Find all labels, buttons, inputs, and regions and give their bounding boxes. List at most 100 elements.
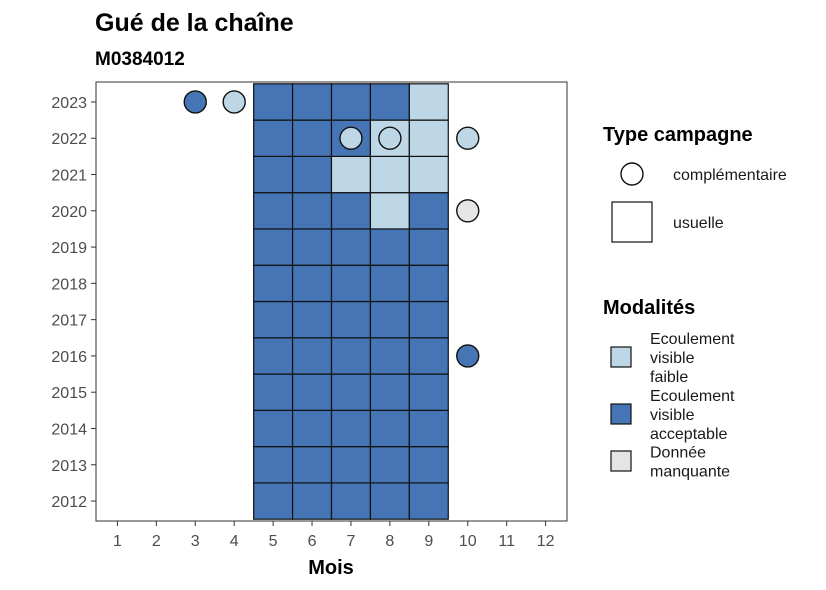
legend-fill-key [610, 346, 632, 368]
legend-fill-label: Donnée manquante [650, 445, 730, 481]
x-tick-label: 2 [152, 533, 161, 550]
x-tick-label: 1 [113, 533, 122, 550]
tile-2023-8 [369, 83, 410, 121]
legend-square-key [611, 201, 653, 243]
tile-2016-5 [253, 337, 294, 375]
tile-2013-8 [369, 446, 410, 484]
tile-2021-7 [330, 155, 372, 194]
tile-2017-7 [330, 300, 372, 339]
x-tick-label: 10 [459, 533, 477, 550]
tile-2016-6 [291, 337, 333, 375]
tile-2014-5 [253, 409, 294, 448]
legend-fill-label: Ecoulement visible faible [650, 331, 735, 386]
x-axis: 1 2 3 4 5 6 7 8 9 10 11 12 [113, 521, 555, 550]
tile-2016-9 [408, 337, 449, 375]
tile-2017-8 [369, 300, 410, 339]
x-tick-label: 6 [308, 533, 317, 550]
legend-fill-label: Ecoulement visible acceptable [650, 388, 735, 443]
tile-2018-6 [291, 264, 333, 303]
y-tick-label: 2020 [51, 204, 87, 221]
tile-2015-6 [291, 373, 333, 411]
y-tick-label: 2015 [51, 385, 87, 402]
tile-2020-5 [253, 192, 294, 230]
tile-2020-9 [408, 192, 449, 230]
y-tick-label: 2023 [51, 95, 87, 112]
tile-2016-8 [369, 337, 410, 375]
tile-2015-8 [369, 373, 410, 411]
point-2023-3 [183, 90, 207, 114]
tile-2019-8 [369, 228, 410, 266]
tile-2014-6 [291, 409, 333, 448]
tile-2019-5 [253, 228, 294, 266]
tile-2023-9 [408, 83, 449, 121]
tile-2014-8 [369, 409, 410, 448]
y-tick-label: 2016 [51, 349, 87, 366]
tile-2013-6 [291, 446, 333, 484]
x-tick-label: 7 [347, 533, 356, 550]
y-tick-label: 2017 [51, 313, 87, 330]
tile-2018-9 [408, 264, 449, 303]
chart-subtitle: M0384012 [95, 49, 185, 70]
tile-2015-9 [408, 373, 449, 411]
tile-2018-7 [330, 264, 372, 303]
tile-2013-9 [408, 446, 449, 484]
tile-2014-9 [408, 409, 449, 448]
y-tick-label: 2022 [51, 131, 87, 148]
tile-2019-6 [291, 228, 333, 266]
point-2016-10 [456, 344, 480, 368]
tile-2012-5 [253, 482, 294, 520]
x-axis-title: Mois [308, 557, 354, 579]
legend-shape-label: usuelle [673, 215, 724, 232]
tile-2019-7 [330, 228, 372, 266]
chart-title: Gué de la chaîne [95, 9, 294, 37]
point-2023-4 [222, 90, 246, 114]
tile-2012-6 [291, 482, 333, 520]
tile-2013-7 [330, 446, 372, 484]
y-tick-label: 2019 [51, 240, 87, 257]
legend-shape-title: Type campagne [603, 124, 753, 146]
x-tick-label: 4 [230, 533, 239, 550]
tile-2021-5 [253, 155, 294, 194]
tile-2022-6 [291, 119, 333, 157]
tile-2021-6 [291, 155, 333, 194]
tile-2017-5 [253, 300, 294, 339]
x-tick-label: 8 [385, 533, 394, 550]
tile-2015-5 [253, 373, 294, 411]
x-tick-label: 12 [537, 533, 555, 550]
tile-2021-9 [408, 155, 449, 194]
legend-circle-key [620, 162, 644, 186]
y-axis: 2012 2013 2014 2015 2016 2017 2018 2019 2020 2021… [51, 95, 96, 511]
tile-2023-7 [330, 83, 372, 121]
x-tick-label: 5 [269, 533, 278, 550]
tile-2016-7 [330, 337, 372, 375]
legend-fill-key [610, 403, 632, 425]
point-2022-8 [378, 126, 402, 150]
y-tick-label: 2018 [51, 276, 87, 293]
y-tick-label: 2021 [51, 168, 87, 185]
panel-border [95, 81, 568, 522]
tile-2013-5 [253, 446, 294, 484]
legend-modalites: Modalités Ecoulement visible faibleEcoulem… [603, 297, 735, 481]
tile-2018-8 [369, 264, 410, 303]
point-2022-10 [456, 126, 480, 150]
y-tick-label: 2013 [51, 458, 87, 475]
x-tick-label: 9 [424, 533, 433, 550]
tile-2012-9 [408, 482, 449, 520]
plot-panel [95, 81, 568, 522]
legend-fill-key [610, 450, 632, 472]
tile-2017-6 [291, 300, 333, 339]
tile-2021-8 [369, 155, 410, 194]
tile-2017-9 [408, 300, 449, 339]
tile-2023-6 [291, 83, 333, 121]
tile-2023-5 [253, 83, 294, 121]
tile-2020-6 [291, 192, 333, 230]
x-tick-label: 3 [191, 533, 200, 550]
y-tick-label: 2012 [51, 494, 87, 511]
tile-2020-7 [330, 192, 372, 230]
tile-2022-5 [253, 119, 294, 157]
tile-2018-5 [253, 264, 294, 303]
tile-2014-7 [330, 409, 372, 448]
tile-2020-8 [369, 192, 410, 230]
legend-type-campagne: Type campagne complémentaire usuelle [603, 124, 787, 243]
